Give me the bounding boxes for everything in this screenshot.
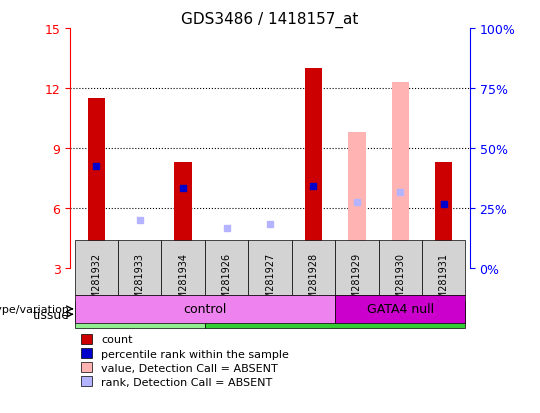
FancyBboxPatch shape (335, 295, 465, 323)
Bar (218, 266, 235, 268)
Text: ileum: ileum (123, 308, 157, 321)
Bar (305, 69, 322, 268)
FancyBboxPatch shape (75, 241, 118, 295)
FancyBboxPatch shape (248, 241, 292, 295)
Text: GSM281929: GSM281929 (352, 252, 362, 311)
Text: GATA4 null: GATA4 null (367, 303, 434, 316)
Bar (131, 262, 148, 268)
FancyBboxPatch shape (292, 241, 335, 295)
Bar (435, 162, 453, 268)
Bar (174, 162, 192, 268)
Legend: count, percentile rank within the sample, value, Detection Call = ABSENT, rank, : count, percentile rank within the sample… (76, 328, 295, 392)
Text: GSM281933: GSM281933 (134, 252, 145, 311)
FancyBboxPatch shape (161, 241, 205, 295)
FancyBboxPatch shape (75, 295, 335, 323)
Bar (348, 133, 366, 268)
Bar (392, 83, 409, 268)
FancyBboxPatch shape (118, 241, 161, 295)
Text: GSM281927: GSM281927 (265, 252, 275, 311)
Text: control: control (183, 303, 227, 316)
Bar (87, 99, 105, 268)
FancyBboxPatch shape (205, 301, 465, 328)
FancyBboxPatch shape (422, 241, 465, 295)
Text: tissue: tissue (32, 308, 69, 321)
Text: jejunum: jejunum (310, 308, 360, 321)
FancyBboxPatch shape (205, 241, 248, 295)
FancyBboxPatch shape (75, 301, 205, 328)
Text: GSM281930: GSM281930 (395, 252, 406, 311)
FancyBboxPatch shape (335, 241, 379, 295)
Text: GSM281931: GSM281931 (438, 252, 449, 311)
Title: GDS3486 / 1418157_at: GDS3486 / 1418157_at (181, 12, 359, 28)
Bar (261, 248, 279, 268)
Text: GSM281926: GSM281926 (221, 252, 232, 311)
Text: GSM281932: GSM281932 (91, 252, 102, 311)
Text: GSM281928: GSM281928 (308, 252, 319, 311)
FancyBboxPatch shape (379, 241, 422, 295)
Text: GSM281934: GSM281934 (178, 252, 188, 311)
Text: genotype/variation: genotype/variation (0, 304, 69, 314)
